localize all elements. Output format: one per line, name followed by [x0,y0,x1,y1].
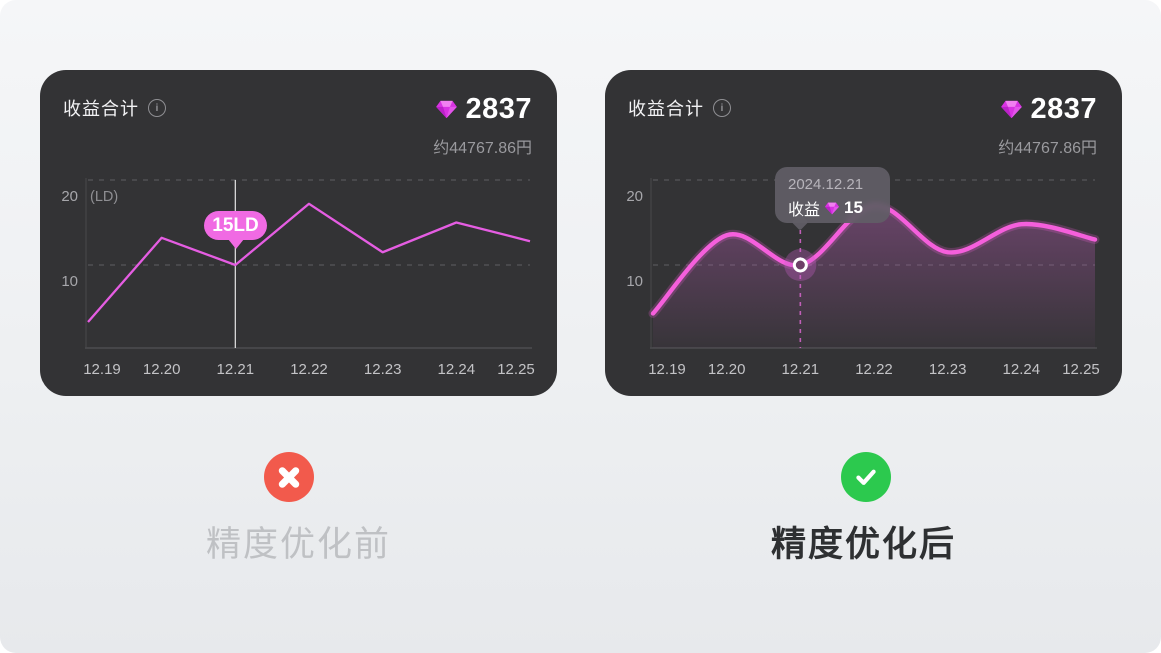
x-tick-label: 12.22 [855,361,893,378]
x-tick-label: 12.24 [438,361,476,378]
info-icon[interactable]: i [148,99,166,117]
revenue-card-after: 收益合计 i 2837 约44767.86円 10 20 12.19 12.20 12.… [605,70,1122,396]
tooltip-value: 15 [844,198,863,217]
y-tick-label: 20 [626,188,643,205]
diamond-icon [1001,100,1023,119]
revenue-card-before: 收益合计 i 2837 约44767.86円 10 20 (LD) 12.19 12.2… [40,70,557,396]
diamond-icon [436,100,458,119]
y-tick-label: 10 [626,273,643,290]
y-tick-label: 10 [61,273,78,290]
cross-icon [264,452,314,502]
approx-currency-value: 约44767.86円 [433,140,532,157]
x-tick-label: 12.20 [143,361,181,378]
x-tick-label: 12.25 [497,361,535,378]
x-tick-label: 12.24 [1003,361,1041,378]
total-revenue-value: 2837 [1030,93,1097,125]
x-tick-label: 12.22 [290,361,328,378]
approx-currency-value: 约44767.86円 [998,140,1097,157]
chart-tooltip: 2024.12.21 收益 15 [775,167,890,223]
card-title: 收益合计 [628,99,704,119]
x-tick-label: 12.23 [364,361,402,378]
y-axis-unit: (LD) [90,189,118,205]
total-revenue-value: 2837 [465,93,532,125]
info-icon[interactable]: i [713,99,731,117]
caption-before: 精度优化前 [205,525,391,564]
x-tick-label: 12.21 [782,361,820,378]
line-chart-before[interactable]: 10 20 (LD) 12.19 12.20 12.21 12.22 12.23 12.24 12… [40,70,557,396]
tooltip-metric: 收益 [788,202,821,219]
x-tick-label: 12.21 [217,361,255,378]
y-tick-label: 20 [61,188,78,205]
tooltip-date: 2024.12.21 [788,176,864,193]
card-title: 收益合计 [63,99,139,119]
x-tick-label: 12.25 [1062,361,1100,378]
check-icon [841,452,891,502]
x-tick-label: 12.20 [708,361,746,378]
highlight-point [792,257,808,273]
caption-after: 精度优化后 [770,525,956,564]
value-pin: 15LD [204,211,267,240]
x-tick-label: 12.19 [83,361,121,378]
x-tick-label: 12.19 [648,361,686,378]
diamond-icon [825,202,840,215]
x-tick-label: 12.23 [929,361,967,378]
